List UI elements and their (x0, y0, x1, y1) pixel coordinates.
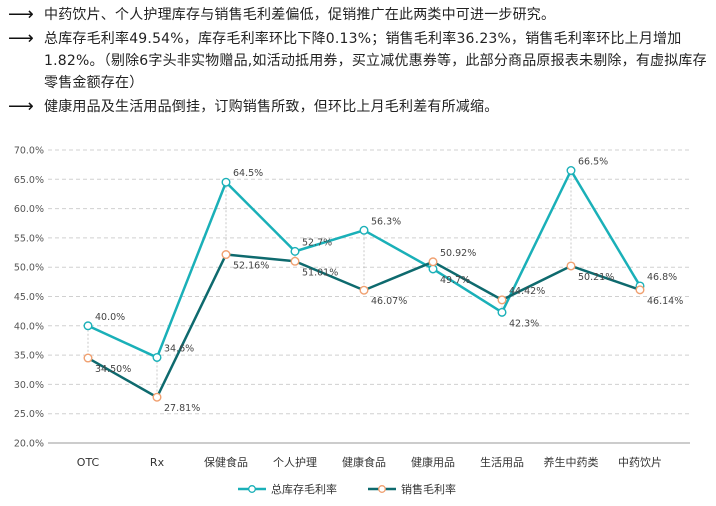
data-label: 56.3% (371, 216, 401, 227)
y-tick-label: 35.0% (14, 351, 44, 362)
note-text: 中药饮片、个人护理库存与销售毛利差偏低，促销推广在此两类中可进一步研究。 (44, 7, 556, 23)
y-tick-label: 50.0% (14, 263, 44, 274)
data-label: 64.5% (233, 168, 263, 179)
arrow-icon: ⟶ (8, 4, 34, 25)
data-point-sales (83, 353, 93, 363)
note-text: 总库存毛利率49.54%，库存毛利率环比下降0.13%；销售毛利率36.23%，… (44, 31, 707, 91)
data-label: 49.7% (440, 275, 470, 286)
data-point-total-inventory (359, 225, 369, 235)
data-label: 51.01% (302, 267, 338, 278)
x-tick-label: 中药饮片 (618, 456, 662, 469)
data-point-sales (152, 392, 162, 402)
data-label: 27.81% (164, 403, 200, 414)
x-tick-label: 保健食品 (204, 455, 248, 469)
legend-label: 总库存毛利率 (271, 482, 337, 496)
y-tick-label: 40.0% (14, 321, 44, 332)
data-label: 46.8% (647, 272, 677, 283)
x-tick-label: 养生中药类 (544, 455, 599, 469)
y-tick-label: 60.0% (14, 204, 44, 215)
data-point-sales (428, 257, 438, 267)
legend-swatch-marker (378, 485, 386, 493)
data-point-total-inventory (83, 321, 93, 331)
data-point-total-inventory (497, 307, 507, 317)
data-label: 46.07% (371, 296, 407, 307)
legend-swatch-marker (248, 485, 256, 493)
arrow-icon: ⟶ (8, 28, 34, 49)
data-point-sales (290, 256, 300, 266)
y-tick-label: 70.0% (14, 146, 44, 157)
data-label: 34.6% (164, 343, 194, 354)
note-item: ⟶ 总库存毛利率49.54%，库存毛利率环比下降0.13%；销售毛利率36.23… (8, 28, 708, 94)
y-tick-label: 30.0% (14, 380, 44, 391)
data-label: 46.14% (647, 296, 683, 307)
x-tick-label: OTC (77, 456, 100, 469)
notes-block: ⟶ 中药饮片、个人护理库存与销售毛利差偏低，促销推广在此两类中可进一步研究。 ⟶… (8, 4, 708, 120)
x-tick-label: 生活用品 (480, 455, 524, 469)
x-tick-label: 健康用品 (411, 455, 455, 469)
note-item: ⟶ 健康用品及生活用品倒挂，订购销售所致，但环比上月毛利差有所减缩。 (8, 96, 708, 118)
data-point-sales (221, 250, 231, 260)
data-point-total-inventory (290, 246, 300, 256)
data-point-total-inventory (221, 177, 231, 187)
note-text: 健康用品及生活用品倒挂，订购销售所致，但环比上月毛利差有所减缩。 (44, 99, 499, 115)
data-label: 50.21% (578, 272, 614, 283)
data-point-sales (635, 285, 645, 295)
data-label: 44.42% (509, 286, 545, 297)
x-tick-label: 健康食品 (342, 455, 386, 469)
data-label: 40.0% (95, 312, 125, 323)
x-tick-label: Rx (150, 456, 165, 469)
y-tick-label: 65.0% (14, 175, 44, 186)
data-label: 52.16% (233, 261, 269, 272)
y-tick-label: 20.0% (14, 439, 44, 450)
x-tick-label: 个人护理 (273, 455, 317, 469)
note-item: ⟶ 中药饮片、个人护理库存与销售毛利差偏低，促销推广在此两类中可进一步研究。 (8, 4, 708, 26)
legend-label: 销售毛利率 (401, 482, 456, 496)
data-point-total-inventory (566, 166, 576, 176)
data-point-total-inventory (152, 352, 162, 362)
data-point-sales (359, 285, 369, 295)
arrow-icon: ⟶ (8, 96, 34, 117)
data-label: 34.50% (95, 364, 131, 375)
data-point-sales (497, 295, 507, 305)
data-label: 66.5% (578, 157, 608, 168)
data-point-sales (566, 261, 576, 271)
y-tick-label: 45.0% (14, 292, 44, 303)
y-tick-label: 25.0% (14, 409, 44, 420)
data-label: 50.92% (440, 248, 476, 259)
y-tick-label: 55.0% (14, 233, 44, 244)
data-label: 42.3% (509, 318, 539, 329)
data-label: 52.7% (302, 237, 332, 248)
